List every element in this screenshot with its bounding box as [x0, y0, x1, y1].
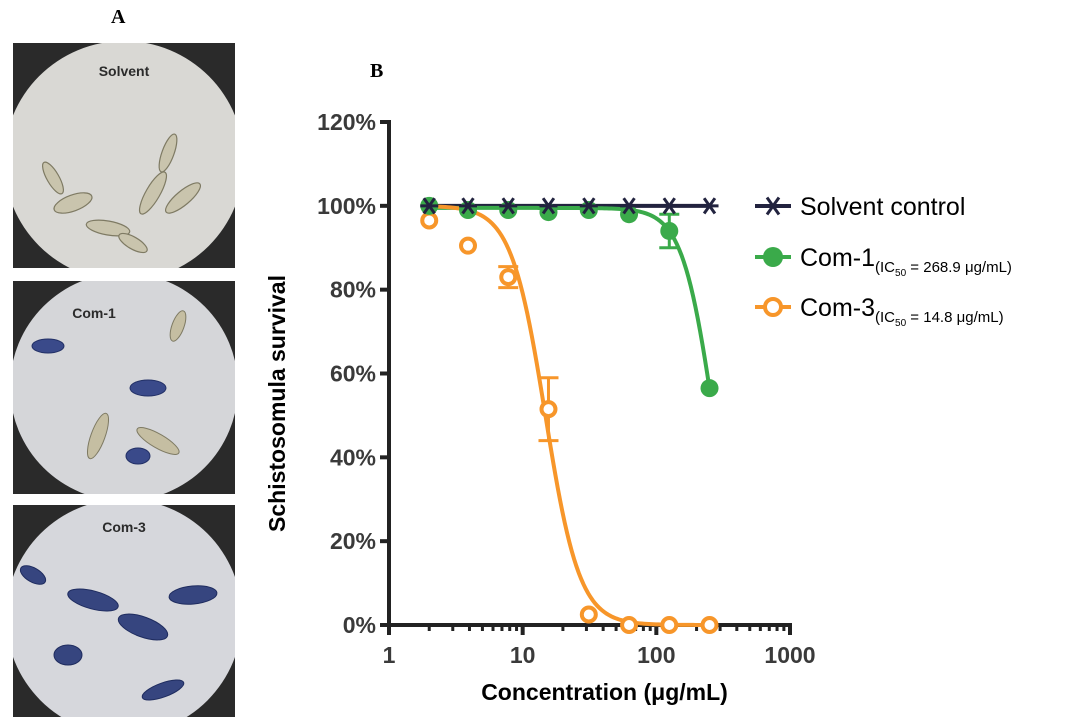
- legend-sub: (IC: [875, 259, 895, 276]
- data-point-3: [420, 211, 439, 230]
- axes: [380, 120, 792, 635]
- micrograph-com3-label: Com-3: [102, 519, 146, 535]
- y-tick-label: 20%: [330, 528, 376, 554]
- x-tick-label: 1: [383, 642, 396, 668]
- y-tick-label: 40%: [330, 444, 376, 470]
- legend-marker-3: [763, 297, 783, 317]
- data-point-1: [539, 197, 558, 215]
- micrograph-com1: Com-1: [13, 281, 235, 494]
- y-tick-label: 100%: [317, 193, 376, 219]
- dose-response-chart: 0% 20% 40% 60% 80% 100% 120% 1 10 100 1000 Concent…: [264, 109, 1012, 705]
- micrograph-com3: Com-3: [13, 505, 235, 717]
- legend-sub: (IC: [875, 309, 895, 326]
- y-tick-label: 60%: [330, 361, 376, 387]
- data-point-3: [539, 400, 558, 419]
- x-tick-label: 10: [510, 642, 536, 668]
- panel-b-label: B: [370, 60, 384, 82]
- legend-sub-index: 50: [895, 268, 907, 279]
- legend-label-3: Com-3(IC50 = 14.8 μg/mL): [800, 294, 1004, 329]
- micrograph-com1-image: [13, 281, 235, 494]
- data-points: [420, 196, 719, 634]
- data-point-1: [499, 197, 518, 215]
- x-axis-title: Concentration (μg/mL): [481, 679, 728, 705]
- legend-marker-2: [763, 247, 783, 267]
- data-point-3: [459, 236, 478, 255]
- legend: Solvent control Com-1(IC50 = 268.9 μg/mL)…: [755, 193, 1012, 329]
- data-point-2: [700, 379, 719, 398]
- data-point-1: [420, 197, 439, 215]
- data-point-1: [579, 197, 598, 215]
- legend-sub: = 14.8 μg/mL): [906, 309, 1003, 326]
- micrograph-com3-image: [13, 505, 235, 717]
- data-point-1: [620, 197, 639, 215]
- data-point-1: [660, 197, 679, 215]
- y-tick-label: 80%: [330, 277, 376, 303]
- y-tick-label: 120%: [317, 109, 376, 135]
- data-point-3: [660, 616, 679, 634]
- micrograph-solvent: Solvent: [13, 43, 235, 268]
- error-bars: [498, 212, 680, 443]
- panel-a-label: A: [111, 6, 126, 28]
- legend-label-1: Solvent control: [800, 193, 965, 221]
- legend-sub: = 268.9 μg/mL): [906, 259, 1012, 276]
- data-point-3: [499, 268, 518, 287]
- data-point-3: [579, 605, 598, 624]
- data-point-3: [620, 616, 639, 634]
- x-tick-label: 1000: [764, 642, 815, 668]
- fit-curves: [429, 203, 712, 627]
- y-tick-label: 0%: [343, 612, 376, 638]
- micrograph-solvent-label: Solvent: [98, 63, 150, 79]
- data-point-1: [459, 197, 478, 215]
- micrograph-solvent-image: [13, 43, 235, 268]
- legend-label-2: Com-1(IC50 = 268.9 μg/mL): [800, 244, 1012, 279]
- tick-labels: 0% 20% 40% 60% 80% 100% 120% 1 10 100 1000: [317, 109, 815, 668]
- data-point-1: [700, 197, 719, 215]
- legend-marker-1: [763, 196, 783, 216]
- data-point-2: [539, 203, 558, 222]
- data-point-2: [660, 221, 679, 240]
- y-axis-title: Schistosomula survival: [264, 275, 290, 532]
- micrograph-com1-label: Com-1: [72, 305, 116, 321]
- legend-sub-index: 50: [895, 318, 907, 329]
- data-point-3: [700, 616, 719, 634]
- fit-curve-3: [429, 204, 710, 627]
- x-tick-label: 100: [637, 642, 675, 668]
